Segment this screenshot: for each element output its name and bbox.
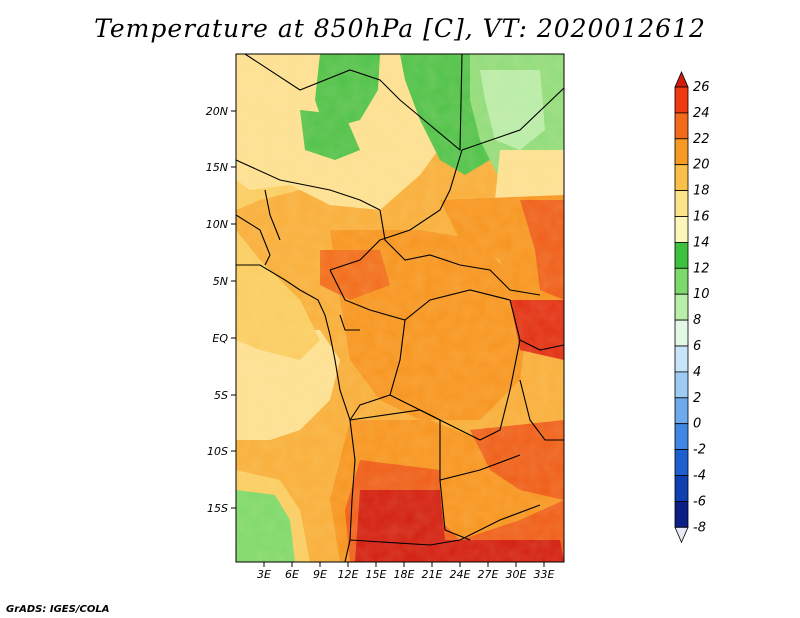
- axis-ticks: [231, 110, 545, 567]
- lat-label: 15N: [206, 161, 228, 174]
- colorbar-swatch: [674, 267, 689, 295]
- latitude-labels: 20N 15N 10N 5N EQ 5S 10S 15S: [206, 105, 229, 515]
- colorbar-top-arrow: [674, 70, 689, 88]
- map-frame: [235, 53, 565, 563]
- colorbar-swatch: [674, 423, 689, 451]
- lon-label: 9E: [313, 568, 327, 581]
- lon-label: 30E: [506, 568, 527, 581]
- colorbar-label: 20: [693, 158, 710, 173]
- colorbar-swatch: [674, 371, 689, 399]
- lon-label: 18E: [394, 568, 415, 581]
- colorbar-swatch: [674, 138, 689, 166]
- colorbar-swatch: [674, 319, 689, 347]
- lon-label: 3E: [257, 568, 271, 581]
- lat-label: 5S: [214, 389, 228, 402]
- lon-label: 21E: [422, 568, 443, 581]
- colorbar-label: 8: [693, 313, 701, 328]
- colorbar-label: 10: [693, 287, 710, 302]
- lat-label: 10N: [206, 218, 228, 231]
- colorbar-swatch: [674, 475, 689, 502]
- colorbar-label: 22: [693, 132, 710, 147]
- colorbar-swatch: [674, 112, 689, 140]
- longitude-labels: 3E 6E 9E 12E 15E 18E 21E 24E 27E 30E 33E: [257, 568, 554, 581]
- colorbar-swatch: [674, 241, 689, 269]
- colorbar-label: 16: [693, 210, 710, 225]
- colorbar-bottom-arrow: [674, 526, 689, 544]
- colorbar-swatch: [674, 293, 689, 321]
- lat-label: 15S: [207, 502, 228, 515]
- lat-label: EQ: [212, 332, 228, 345]
- colorbar-swatch: [674, 449, 689, 476]
- colorbar-label: -2: [693, 443, 706, 458]
- lat-label: 20N: [206, 105, 228, 118]
- colorbar-swatch: [674, 397, 689, 425]
- colorbar-swatch: [674, 216, 689, 243]
- lon-label: 15E: [366, 568, 387, 581]
- colorbar-label: 26: [693, 80, 710, 95]
- colorbar-label: 0: [693, 417, 701, 432]
- colorbar-label: 14: [693, 235, 710, 250]
- map-title: Temperature at 850hPa [C], VT: 202001261…: [94, 14, 706, 43]
- colorbar-swatch: [674, 500, 689, 528]
- temperature-field: [236, 54, 564, 562]
- grads-credit: GrADS: IGES/COLA: [6, 604, 110, 615]
- lon-label: 6E: [285, 568, 299, 581]
- lat-label: 5N: [213, 275, 228, 288]
- lat-label: 10S: [207, 445, 228, 458]
- colorbar-swatch: [674, 345, 689, 373]
- colorbar-label: 4: [693, 365, 701, 380]
- colorbar-swatch: [674, 190, 689, 217]
- colorbar-label: 12: [693, 261, 710, 276]
- lon-label: 33E: [534, 568, 555, 581]
- colorbar-label: 6: [693, 339, 701, 354]
- colorbar-label: -8: [693, 520, 706, 535]
- colorbar-label: -6: [693, 494, 706, 509]
- colorbar-label: 18: [693, 184, 710, 199]
- colorbar-label: 24: [693, 106, 710, 121]
- colorbar-swatch: [674, 164, 689, 191]
- colorbar-label: -4: [693, 469, 706, 484]
- lon-label: 24E: [450, 568, 471, 581]
- lon-label: 27E: [478, 568, 499, 581]
- colorbar-label: 2: [693, 391, 701, 406]
- lon-label: 12E: [338, 568, 359, 581]
- colorbar-swatch: [674, 86, 689, 114]
- country-borders: [236, 54, 564, 562]
